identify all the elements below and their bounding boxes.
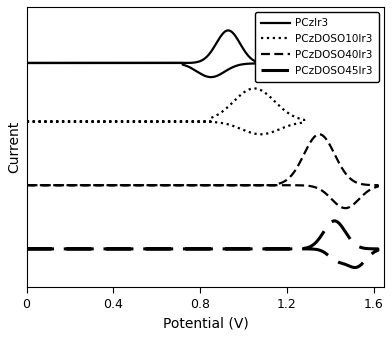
PCzDOSO45Ir3 [332, 219, 337, 223]
PCzDOSO10Ir3 [289, 113, 293, 117]
PCzDOSO10Ir3 [282, 125, 287, 129]
PCzIr3 [24, 61, 29, 65]
PCzIr3 [198, 72, 203, 76]
PCzIr3 [209, 75, 213, 79]
PCzDOSO40Ir3 [24, 183, 29, 187]
PCzDOSO10Ir3 [38, 120, 43, 124]
PCzDOSO40Ir3 [368, 188, 372, 192]
Line: PCzDOSO45Ir3: PCzDOSO45Ir3 [27, 221, 378, 268]
PCzDOSO10Ir3 [297, 121, 301, 125]
PCzIr3 [245, 62, 249, 66]
PCzDOSO45Ir3 [352, 266, 357, 270]
PCzDOSO10Ir3 [258, 132, 263, 136]
Line: PCzDOSO40Ir3: PCzDOSO40Ir3 [27, 134, 378, 208]
X-axis label: Potential (V): Potential (V) [163, 316, 248, 330]
PCzDOSO10Ir3 [234, 96, 239, 100]
PCzDOSO10Ir3 [85, 120, 90, 124]
PCzDOSO45Ir3 [98, 247, 103, 251]
PCzDOSO10Ir3 [24, 120, 29, 124]
PCzIr3 [226, 28, 231, 32]
Legend: PCzIr3, PCzDOSO10Ir3, PCzDOSO40Ir3, PCzDOSO45Ir3: PCzIr3, PCzDOSO10Ir3, PCzDOSO40Ir3, PCzD… [255, 12, 379, 82]
PCzDOSO40Ir3 [351, 179, 356, 183]
PCzDOSO10Ir3 [252, 86, 256, 90]
PCzDOSO40Ir3 [310, 184, 315, 188]
PCzDOSO45Ir3 [312, 242, 316, 246]
PCzDOSO40Ir3 [303, 184, 308, 188]
PCzDOSO40Ir3 [317, 132, 322, 136]
Line: PCzIr3: PCzIr3 [27, 30, 265, 77]
Line: PCzDOSO10Ir3: PCzDOSO10Ir3 [27, 88, 304, 134]
PCzDOSO45Ir3 [24, 247, 29, 251]
PCzDOSO40Ir3 [355, 199, 360, 203]
PCzIr3 [154, 61, 158, 65]
PCzIr3 [24, 61, 29, 65]
PCzDOSO45Ir3 [371, 250, 376, 254]
PCzDOSO40Ir3 [239, 183, 243, 187]
PCzDOSO45Ir3 [359, 263, 363, 267]
PCzIr3 [181, 61, 186, 65]
PCzDOSO10Ir3 [24, 120, 29, 124]
Y-axis label: Current: Current [7, 121, 21, 173]
PCzDOSO45Ir3 [24, 247, 29, 251]
PCzDOSO40Ir3 [343, 206, 348, 210]
PCzIr3 [194, 69, 198, 73]
PCzIr3 [182, 63, 187, 67]
PCzDOSO40Ir3 [24, 183, 29, 187]
PCzDOSO45Ir3 [41, 247, 46, 251]
PCzDOSO45Ir3 [363, 246, 368, 250]
